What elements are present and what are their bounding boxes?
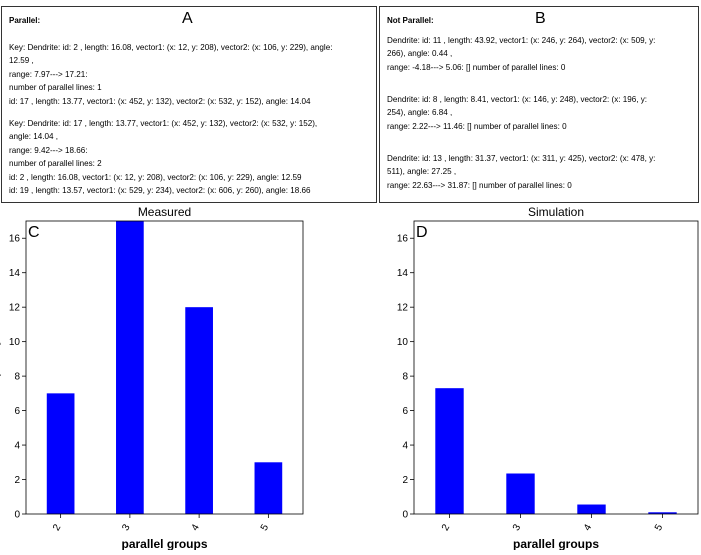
measured-ytick-label: 8	[14, 372, 20, 383]
panel-letter-b: B	[535, 10, 546, 27]
text-line: range: -4.18---> 5.06: [] number of para…	[387, 62, 566, 72]
measured-bar-5	[254, 462, 283, 514]
panel-letter-a: A	[182, 10, 193, 27]
text-line: range: 7.97---> 17.21:	[9, 69, 88, 79]
measured-ytick-label: 10	[9, 337, 21, 348]
simulation-ytick-label: 12	[397, 303, 409, 314]
measured-plot-frame	[25, 220, 304, 515]
measured-ytick-label: 16	[9, 234, 21, 245]
simulation-bar-2	[435, 388, 464, 514]
measured-panel-letter: C	[28, 224, 40, 241]
measured-xtick-label: 4	[190, 522, 203, 533]
measured-ylabel: frequency	[0, 339, 1, 397]
simulation-xtick-label: 4	[582, 522, 595, 533]
simulation-ytick-label: 6	[402, 406, 408, 417]
simulation-title: Simulation	[528, 205, 584, 219]
text-line: Dendrite: id: 8 , length: 8.41, vector1:…	[387, 95, 648, 104]
text-line: number of parallel lines: 1	[9, 83, 102, 93]
measured-xtick-label: 5	[259, 522, 272, 533]
not-parallel-panel: Not Parallel: B Dendrite: id: 11 , lengt…	[379, 6, 699, 203]
text-line: 254), angle: 6.84 ,	[387, 108, 453, 118]
text-line: Key: Dendrite: id: 17 , length: 13.77, v…	[9, 119, 318, 128]
not-parallel-entry-2: Dendrite: id: 8 , length: 8.41, vector1:…	[387, 93, 647, 133]
simulation-ytick-label: 2	[402, 475, 408, 486]
simulation-bar-3	[506, 473, 535, 514]
measured-xtick-label: 2	[51, 522, 64, 533]
simulation-ytick-label: 16	[397, 234, 409, 245]
text-line: Dendrite: id: 11 , length: 43.92, vector…	[387, 36, 656, 45]
simulation-plot-frame	[413, 220, 699, 515]
measured-chart-svg: 0 2 4 6 8 10 12 14 16 2 3 4 5 Measured parallel groups…	[0, 205, 304, 551]
text-line: Dendrite: id: 13 , length: 31.37, vector…	[387, 154, 656, 163]
text-line: range: 2.22---> 11.46: [] number of para…	[387, 121, 567, 131]
text-line: range: 22.63---> 31.87: [] number of par…	[387, 180, 572, 190]
simulation-bar-4	[577, 504, 606, 514]
parallel-key-1: Key: Dendrite: id: 2 , length: 16.08, ve…	[9, 41, 332, 108]
measured-xtick-label: 3	[120, 522, 133, 533]
measured-ytick-label: 14	[9, 268, 21, 279]
not-parallel-heading: Not Parallel:	[387, 16, 434, 25]
simulation-xtick-label: 5	[653, 522, 666, 533]
measured-chart: 0 2 4 6 8 10 12 14 16 2 3 4 5 Measured parallel groups…	[0, 205, 310, 551]
text-line: 12.59 ,	[9, 56, 34, 66]
measured-bar-4	[185, 307, 213, 514]
measured-ytick-label: 0	[14, 510, 20, 521]
text-line: 511), angle: 27.25 ,	[387, 167, 457, 177]
text-line: angle: 14.04 ,	[9, 132, 59, 142]
simulation-xtick-label: 3	[511, 522, 524, 533]
measured-ytick-label: 4	[14, 441, 20, 452]
measured-bar-3	[116, 221, 144, 514]
text-line: 266), angle: 0.44 ,	[387, 49, 453, 59]
measured-title: Measured	[138, 205, 191, 219]
measured-ytick-label: 12	[9, 303, 21, 314]
measured-bar-2	[46, 393, 75, 514]
parallel-panel: Parallel: A Key: Dendrite: id: 2 , lengt…	[1, 6, 377, 203]
simulation-chart: 0 2 4 6 8 10 12 14 16 2 3 4 5 Simulation parallel grou…	[375, 205, 701, 551]
text-line: number of parallel lines: 2	[9, 159, 102, 169]
simulation-ytick-label: 10	[397, 337, 409, 348]
simulation-ytick-label: 8	[402, 372, 408, 383]
simulation-ytick-label: 14	[397, 268, 409, 279]
simulation-bar-5	[648, 512, 677, 514]
simulation-ytick-label: 4	[402, 441, 408, 452]
parallel-key-2: Key: Dendrite: id: 17 , length: 13.77, v…	[9, 117, 317, 197]
measured-ytick-label: 6	[14, 406, 20, 417]
measured-ytick-label: 2	[14, 475, 20, 486]
simulation-xtick-label: 2	[440, 522, 453, 533]
simulation-chart-svg: 0 2 4 6 8 10 12 14 16 2 3 4 5 Simulation parallel grou…	[375, 205, 699, 551]
text-line: id: 17 , length: 13.77, vector1: (x: 452…	[9, 96, 311, 106]
parallel-heading: Parallel:	[9, 16, 41, 25]
text-line: Key: Dendrite: id: 2 , length: 16.08, ve…	[9, 43, 333, 52]
not-parallel-entry-3: Dendrite: id: 13 , length: 31.37, vector…	[387, 152, 655, 192]
not-parallel-entry-1: Dendrite: id: 11 , length: 43.92, vector…	[387, 34, 655, 74]
text-line: id: 2 , length: 16.08, vector1: (x: 12, …	[9, 172, 302, 182]
text-line: id: 19 , length: 13.57, vector1: (x: 529…	[9, 186, 311, 196]
simulation-panel-letter: D	[416, 224, 428, 241]
simulation-ytick-label: 0	[402, 510, 408, 521]
simulation-xlabel: parallel groups	[513, 537, 599, 550]
text-line: range: 9.42---> 18.66:	[9, 145, 88, 155]
measured-xlabel: parallel groups	[121, 537, 207, 550]
